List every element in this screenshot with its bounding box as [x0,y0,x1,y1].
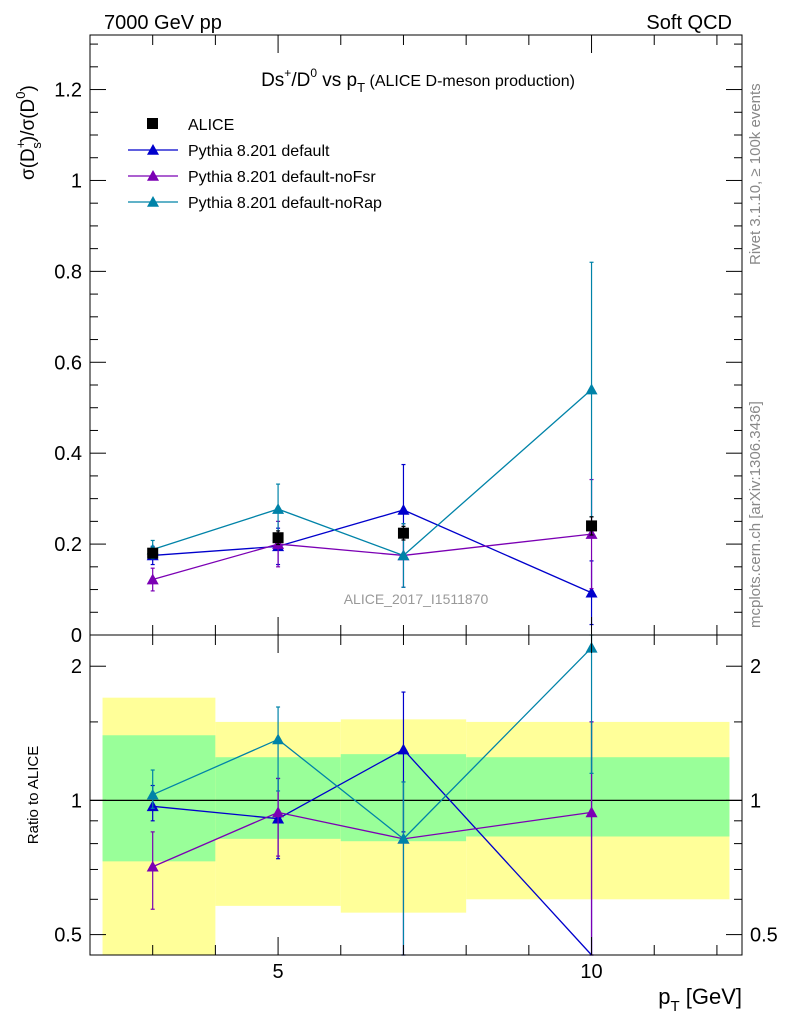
ratio-y-tick-label-right: 2 [750,656,761,678]
collision-label: 7000 GeV pp [104,12,222,34]
data-point-noRap [397,549,410,561]
x-axis-label: pT [GeV] [658,984,742,1015]
y-tick-label: 1.2 [54,80,82,102]
ratio-plot-area [90,634,742,956]
ratio-point-noRap [272,733,285,745]
series-line-noRap [152,389,592,557]
data-point-noRap [272,503,285,514]
data-point-alice [147,547,159,559]
legend-marker-noRap [147,196,159,207]
data-point-noRap [585,383,598,395]
ratio-y-tick-label-right: 1 [750,790,761,812]
data-point-default [397,504,410,515]
y-tick-label: 0.8 [54,261,82,283]
legend-item-noFsr: Pythia 8.201 default-noFsr [128,169,376,186]
category-label: Soft QCD [646,12,732,34]
ratio-series-noFsr [146,721,598,956]
series-line-noFsr [152,533,592,581]
ratio-y-axis-label: Ratio to ALICE [25,746,42,844]
ratio-point-default [397,743,410,755]
y-tick-label: 0.4 [54,443,82,465]
main-y-axis-label: σ(D+s)/σ(D0) [13,85,44,180]
mcplots-label: mcplots.cern.ch [arXiv:1306.3436] [747,401,764,628]
main-panel: 0 0.2 0.4 0.6 0.8 1 1.2 Ds+/D0 vs pT (ALICE D-… [13,34,743,647]
ratio-frame [89,634,743,956]
data-point-alice [272,532,284,544]
legend-item-alice: ALICE [147,117,234,134]
legend-item-default: Pythia 8.201 default [128,143,330,160]
main-plot-area [146,261,598,626]
legend-marker-default [147,144,159,155]
legend-label-default: Pythia 8.201 default [188,143,330,160]
series-noRap [146,261,598,588]
chart-title: Ds+/D0 vs pT (ALICE D-meson production) [261,66,575,95]
y-tick-label: 0.2 [54,534,82,556]
ratio-y-tick-label: 2 [71,656,82,678]
data-point-alice [586,520,598,532]
y-tick-label: 0 [71,625,82,647]
ratio-axis-ticks: 0.5 0.5 1 1 2 2 5 10 [54,635,778,983]
legend: ALICE Pythia 8.201 default Pythia 8.201 de… [128,117,382,212]
legend-label-noFsr: Pythia 8.201 default-noFsr [188,169,376,186]
y-tick-label: 1 [71,170,82,192]
legend-item-noRap: Pythia 8.201 default-noRap [128,195,382,212]
ratio-y-tick-label: 1 [71,790,82,812]
legend-label-alice: ALICE [188,117,234,134]
legend-marker-noFsr [147,170,159,181]
uncertainty-band-inner [102,735,216,862]
ratio-line-noRap [152,647,593,840]
analysis-watermark: ALICE_2017_I1511870 [344,591,489,607]
ratio-y-tick-label-right: 0.5 [750,925,778,947]
ratio-line-noFsr [152,811,592,868]
x-tick-label: 5 [273,961,284,983]
main-axis-ticks: 0 0.2 0.4 0.6 0.8 1 1.2 [54,35,742,647]
ratio-line-default [152,748,593,956]
x-tick-label: 10 [580,961,602,983]
ratio-y-tick-label: 0.5 [54,925,82,947]
ratio-point-noFsr [146,860,159,872]
ratio-point-noFsr [272,806,285,818]
ratio-panel: 0.5 0.5 1 1 2 2 5 10 Ratio to ALICE pT [GeV] [25,634,778,1015]
series-alice [147,516,598,559]
data-point-noFsr [146,573,159,585]
data-point-default [585,586,598,598]
ratio-point-noRap [397,832,410,844]
ratio-point-noFsr [585,806,598,818]
legend-label-noRap: Pythia 8.201 default-noRap [188,195,382,212]
series-noFsr [146,478,598,592]
rivet-label: Rivet 3.1.10, ≥ 100k events [747,83,764,265]
data-point-alice [397,527,409,539]
y-tick-label: 0.6 [54,352,82,374]
legend-marker-alice [147,118,158,129]
ratio-point-noRap [146,788,159,800]
series-line-default [152,509,592,594]
